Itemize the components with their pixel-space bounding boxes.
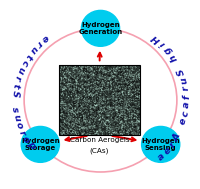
Bar <box>59 65 139 135</box>
Text: H: H <box>149 32 161 44</box>
Text: r: r <box>180 85 189 91</box>
Text: o: o <box>20 135 31 145</box>
Text: r: r <box>17 129 27 137</box>
Text: o: o <box>13 121 24 130</box>
Text: r: r <box>167 140 177 149</box>
Text: e: e <box>40 33 50 44</box>
Text: i: i <box>157 40 166 48</box>
Text: u: u <box>178 76 188 84</box>
Text: u: u <box>28 44 39 55</box>
Text: A: A <box>170 132 182 143</box>
Text: s: s <box>10 106 20 113</box>
Circle shape <box>81 10 119 46</box>
Text: S: S <box>10 90 19 97</box>
Text: f: f <box>181 94 190 99</box>
Text: c: c <box>180 110 189 117</box>
Text: h: h <box>167 52 178 62</box>
Text: a: a <box>181 101 190 108</box>
Text: g: g <box>162 45 173 56</box>
Text: e: e <box>161 146 172 156</box>
Circle shape <box>141 126 179 162</box>
Text: e: e <box>177 117 188 126</box>
Text: c: c <box>19 58 29 68</box>
Text: Carbon Aerogels: Carbon Aerogels <box>69 137 129 143</box>
Circle shape <box>21 126 59 162</box>
Text: a: a <box>155 152 166 163</box>
Text: t: t <box>23 52 33 60</box>
Text: r: r <box>13 74 23 81</box>
Text: u: u <box>15 66 26 75</box>
Text: t: t <box>11 83 21 89</box>
Text: Hydrogen
Generation: Hydrogen Generation <box>78 22 122 35</box>
Text: (CAs): (CAs) <box>89 147 109 154</box>
Text: Hydrogen
Sensing: Hydrogen Sensing <box>141 138 179 151</box>
Text: P: P <box>24 141 36 152</box>
Text: u: u <box>11 113 21 122</box>
Text: r: r <box>34 39 44 48</box>
Text: S: S <box>175 67 186 77</box>
Text: Hydrogen
Storage: Hydrogen Storage <box>21 138 59 151</box>
